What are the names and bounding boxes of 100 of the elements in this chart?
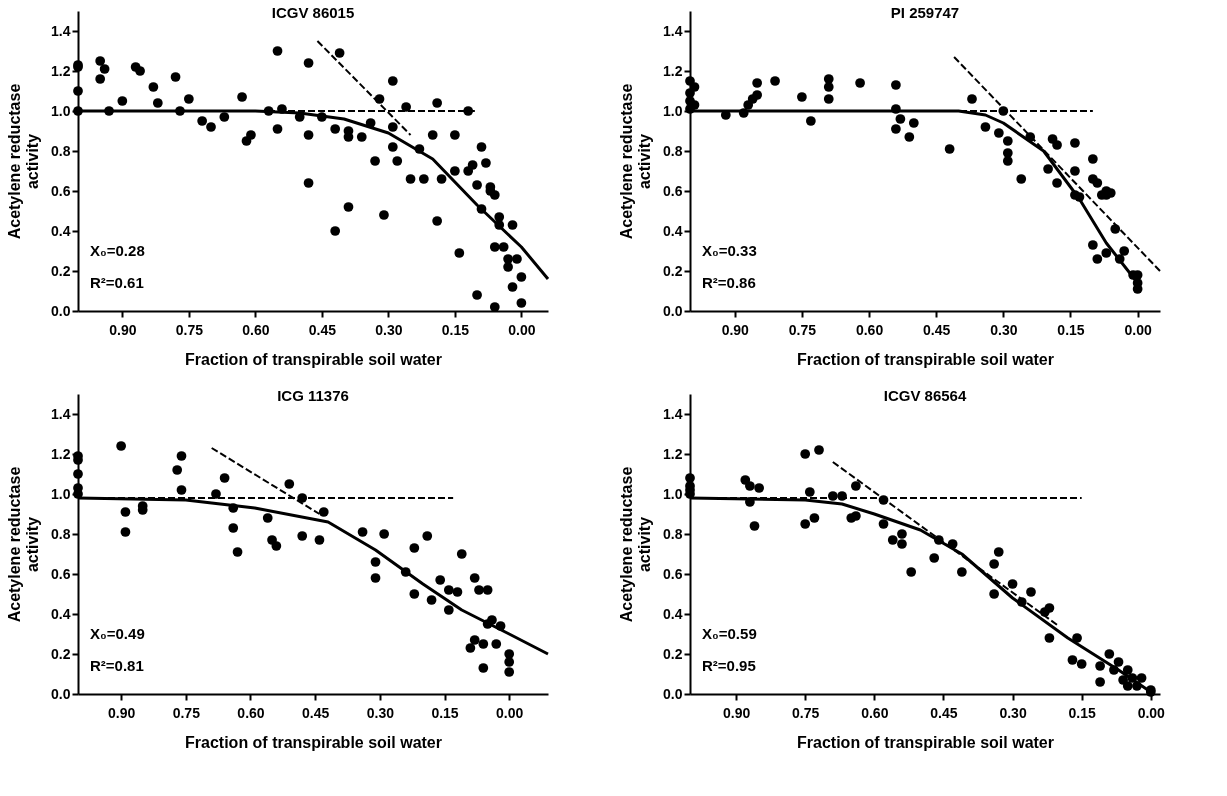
y-tick-label: 0.2 [663, 262, 683, 279]
point [1052, 178, 1062, 188]
point [993, 547, 1004, 557]
point [989, 589, 999, 599]
y-tick-label: 0.0 [663, 302, 683, 319]
point [851, 481, 861, 491]
x-tick-label: 0.45 [308, 321, 337, 338]
point [232, 547, 243, 557]
y-axis-title: Acetylene reductase activity [6, 83, 42, 240]
y-tick-label: 0.8 [663, 142, 683, 159]
point [1136, 673, 1147, 683]
point [1122, 681, 1133, 691]
x-tick-label: 0.30 [999, 704, 1027, 721]
x-tick-label: 0.90 [109, 321, 137, 338]
point [1095, 661, 1105, 671]
point [1087, 240, 1098, 250]
y-axis-title: Acetylene reductase activity [6, 466, 42, 623]
chart-title: ICG 11376 [277, 387, 349, 404]
point [452, 587, 463, 597]
point [478, 639, 489, 649]
point [851, 511, 861, 521]
point [814, 445, 824, 455]
point [904, 132, 915, 142]
point [409, 543, 420, 553]
chart-title: PI 259747 [890, 4, 960, 21]
point [73, 469, 83, 479]
point [1092, 254, 1103, 264]
point [271, 541, 282, 551]
point [443, 585, 454, 595]
y-tick-label: 0.6 [663, 565, 683, 582]
point [1016, 174, 1027, 184]
y-tick-label: 1.4 [51, 405, 71, 422]
point [262, 513, 273, 523]
annotation: X₀=0.59 [702, 625, 757, 642]
point [318, 507, 329, 517]
x-tick-label: 0.75 [788, 321, 817, 338]
point [689, 82, 700, 92]
point [1072, 633, 1082, 643]
point [1101, 248, 1112, 258]
point [897, 539, 907, 549]
point [878, 519, 889, 529]
x-axis-title: Fraction of transpirable soil water [797, 733, 1054, 751]
point [752, 78, 763, 88]
y-tick-label: 0.4 [51, 222, 71, 239]
point [823, 82, 834, 92]
point [314, 535, 325, 545]
point [1092, 178, 1103, 188]
point [770, 76, 780, 86]
point [800, 519, 811, 529]
x-tick-label: 0.75 [172, 704, 201, 721]
x-tick-label: 0.60 [861, 704, 889, 721]
annotation: R²=0.95 [702, 657, 756, 674]
point [1087, 154, 1098, 164]
point [800, 449, 811, 459]
x-tick-label: 0.45 [302, 704, 330, 721]
x-axis-title: Fraction of transpirable soil water [797, 350, 1054, 368]
point [1007, 579, 1018, 589]
point [956, 567, 967, 577]
point [504, 657, 515, 667]
y-tick-label: 1.2 [51, 62, 71, 79]
point [944, 144, 955, 154]
y-tick-label: 0.4 [663, 222, 683, 239]
y-tick-label: 0.0 [51, 302, 71, 319]
y-tick-label: 0.6 [51, 182, 71, 199]
y-tick-label: 1.2 [663, 62, 683, 79]
y-tick-label: 0.2 [663, 645, 683, 662]
x-tick-label: 0.75 [792, 704, 820, 721]
y-tick-label: 1.0 [51, 102, 71, 119]
y-tick-label: 0.8 [663, 525, 683, 542]
point [478, 663, 489, 673]
point [370, 557, 381, 567]
x-axis-title: Fraction of transpirable soil water [185, 733, 442, 751]
point [284, 479, 295, 489]
y-tick-label: 1.2 [663, 445, 683, 462]
point [297, 531, 308, 541]
x-tick-label: 0.90 [722, 704, 751, 721]
y-tick-label: 1.0 [663, 102, 683, 119]
x-tick-label: 0.60 [237, 704, 265, 721]
x-tick-label: 0.00 [1137, 704, 1166, 721]
point [1122, 665, 1133, 675]
point [491, 639, 502, 649]
point [1076, 659, 1087, 669]
point [504, 667, 515, 677]
point [1044, 603, 1055, 613]
point [1044, 633, 1055, 643]
point [906, 567, 917, 577]
x-tick-label: 0.75 [175, 321, 204, 338]
y-tick-label: 0.6 [663, 182, 683, 199]
x-tick-label: 0.45 [930, 704, 958, 721]
point [370, 573, 381, 583]
chart-title: ICGV 86015 [271, 4, 355, 21]
x-tick-label: 0.15 [1068, 704, 1096, 721]
point [120, 527, 131, 537]
point [891, 124, 901, 134]
point [823, 94, 834, 104]
point [752, 90, 763, 100]
x-tick-label: 0.30 [990, 321, 1018, 338]
point [469, 635, 480, 645]
x-tick-label: 0.90 [721, 321, 750, 338]
point [1070, 138, 1080, 148]
